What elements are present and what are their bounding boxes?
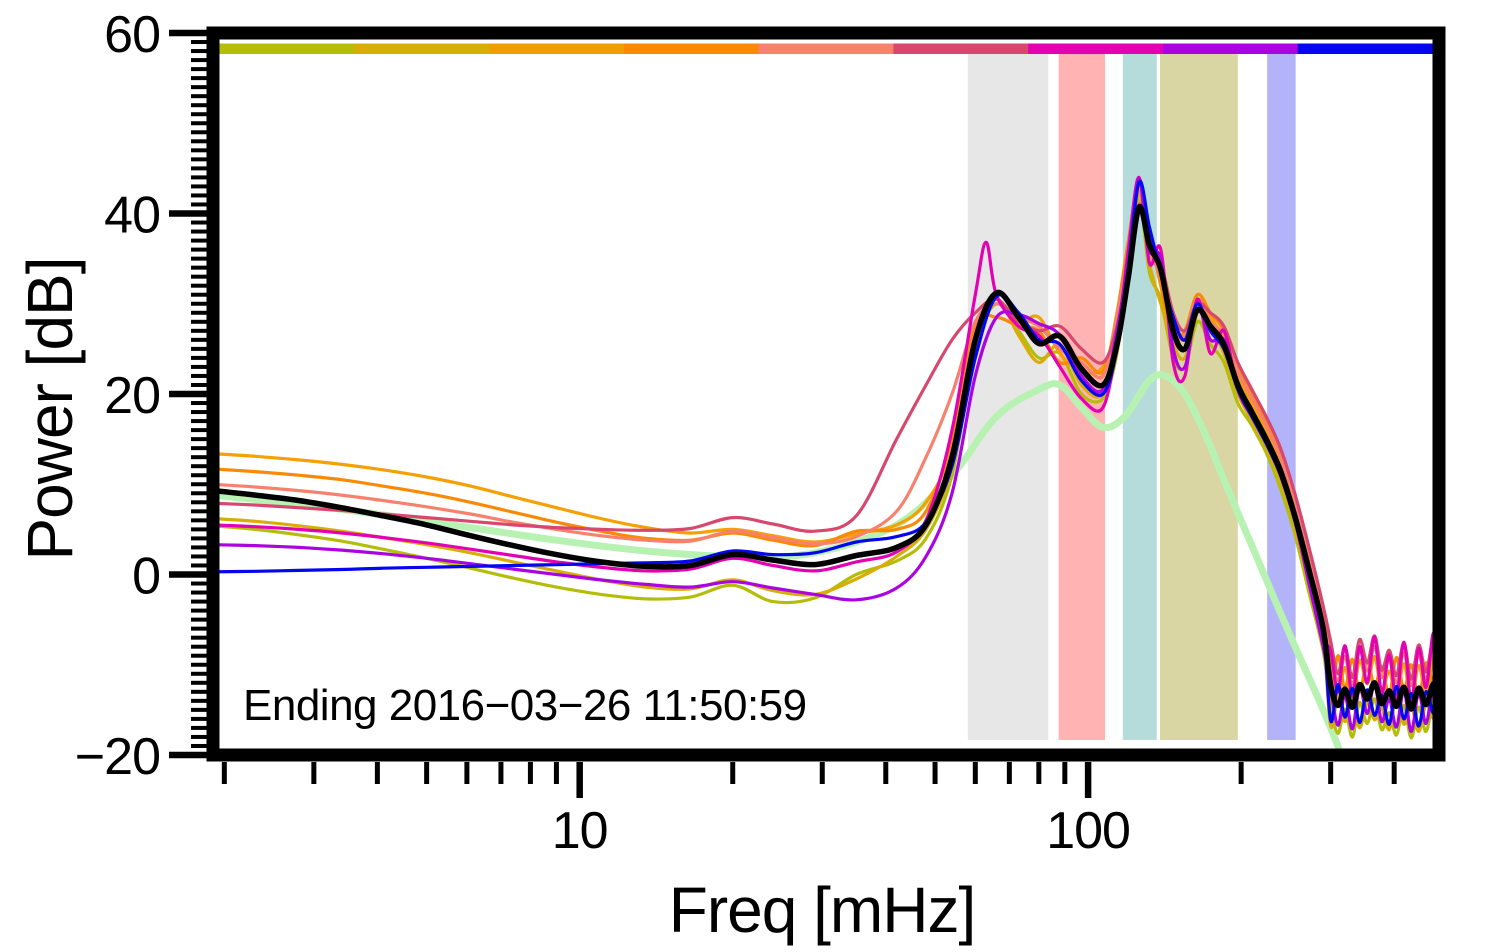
series-line-spectrum-4: [219, 180, 1433, 699]
y-tick-label: −20: [75, 728, 160, 786]
series-line-mean-spectrum: [219, 204, 1433, 712]
series-line-reference-quiet-curve: [219, 371, 1343, 749]
colorbar-segment-8: [1162, 43, 1299, 54]
axis-ticks: [169, 29, 1397, 798]
band-gray: [967, 54, 1049, 740]
series-line-spectrum-6: [219, 202, 1433, 681]
colorbar-segment-3: [489, 43, 625, 54]
series-line-spectrum-5: [219, 189, 1433, 688]
colorbar-segment-9: [1297, 43, 1433, 54]
y-axis-title: Power [dB]: [14, 257, 86, 560]
band-lavender: [1267, 54, 1296, 740]
series-line-spectrum-2: [219, 193, 1433, 734]
series-line-spectrum-1: [219, 198, 1433, 740]
time-colorbar: [219, 43, 1433, 54]
colorbar-segment-2: [354, 43, 490, 54]
colorbar-segment-4: [623, 43, 760, 54]
axis-tick-labels: 60 40 20 0 −20 10 100: [75, 6, 1131, 860]
colorbar-segment-7: [1028, 43, 1164, 54]
series-line-spectrum-8: [219, 177, 1433, 734]
spectra-lines: [219, 175, 1433, 749]
x-tick-label: 100: [1046, 802, 1130, 860]
colorbar-segment-5: [758, 43, 894, 54]
y-tick-label: 60: [104, 6, 160, 64]
series-line-spectrum-7: [219, 175, 1433, 703]
x-tick-label: 10: [552, 802, 608, 860]
y-tick-label: 20: [104, 367, 160, 425]
y-tick-label: 40: [104, 187, 160, 245]
x-axis-title: Freq [mHz]: [669, 874, 975, 946]
series-line-spectrum-9: [219, 179, 1433, 728]
plot-frame: [206, 26, 1446, 762]
colorbar-segment-6: [893, 43, 1029, 54]
ending-timestamp-annotation: Ending 2016−03−26 11:50:59: [243, 681, 807, 730]
series-line-spectrum-3: [219, 184, 1433, 702]
y-tick-label: 0: [132, 548, 160, 606]
colorbar-segment-1: [219, 43, 355, 54]
band-olive: [1160, 54, 1238, 740]
